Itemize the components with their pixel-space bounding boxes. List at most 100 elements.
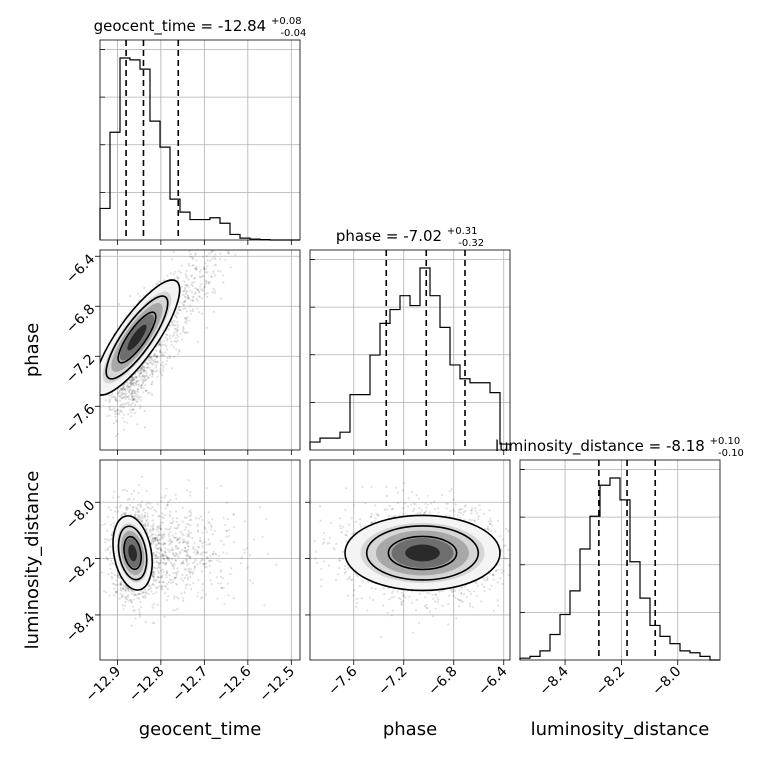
sample-point (141, 501, 143, 503)
sample-point (165, 345, 167, 347)
sample-point (220, 582, 222, 584)
sample-point (182, 580, 184, 582)
sample-point (142, 596, 144, 598)
sample-point (160, 561, 162, 563)
sample-point (134, 404, 136, 406)
sample-point (212, 232, 214, 234)
sample-point (157, 361, 159, 363)
sample-point (129, 393, 131, 395)
sample-point (434, 508, 436, 510)
sample-point (142, 382, 144, 384)
sample-point (198, 311, 200, 313)
sample-point (144, 524, 146, 526)
sample-point (214, 274, 216, 276)
sample-point (356, 598, 358, 600)
sample-point (328, 542, 330, 544)
sample-point (132, 606, 134, 608)
sample-point (174, 609, 176, 611)
sample-point (114, 574, 116, 576)
sample-point (144, 384, 146, 386)
sample-point (359, 523, 361, 525)
sample-point (386, 495, 388, 497)
sample-point (166, 505, 168, 507)
sample-point (175, 545, 177, 547)
sample-point (199, 285, 201, 287)
sample-point (360, 525, 362, 527)
sample-point (416, 494, 418, 496)
sample-point (180, 592, 182, 594)
sample-point (122, 417, 124, 419)
sample-point (177, 278, 179, 280)
sample-point (177, 597, 179, 599)
sample-point (170, 344, 172, 346)
sample-point (217, 242, 219, 244)
sample-point (184, 287, 186, 289)
sample-point (185, 293, 187, 295)
sample-point (159, 351, 161, 353)
sample-point (118, 496, 120, 498)
sample-point (155, 591, 157, 593)
sample-point (192, 310, 194, 312)
sample-point (511, 520, 513, 522)
sample-point (356, 602, 358, 604)
sample-point (189, 250, 191, 252)
sample-point (188, 511, 190, 513)
sample-point (128, 590, 130, 592)
sample-point (244, 549, 246, 551)
sample-point (135, 511, 137, 513)
sample-point (347, 567, 349, 569)
sample-point (539, 550, 541, 552)
sample-point (125, 598, 127, 600)
sample-point (187, 298, 189, 300)
sample-point (198, 291, 200, 293)
sample-point (198, 546, 200, 548)
sample-point (161, 374, 163, 376)
sample-point (188, 320, 190, 322)
sample-point (136, 400, 138, 402)
sample-point (206, 259, 208, 261)
sample-point (392, 590, 394, 592)
histogram-geocent_time (100, 58, 300, 240)
sample-point (194, 277, 196, 279)
sample-point (124, 605, 126, 607)
sample-point (466, 596, 468, 598)
sample-point (131, 493, 133, 495)
sample-point (142, 378, 144, 380)
sample-point (415, 609, 417, 611)
sample-point (241, 556, 243, 558)
sample-point (251, 227, 253, 229)
sample-point (135, 506, 137, 508)
sample-point (523, 580, 525, 582)
sample-point (158, 585, 160, 587)
sample-point (182, 541, 184, 543)
sample-point (432, 598, 434, 600)
sample-point (185, 317, 187, 319)
sample-point (187, 545, 189, 547)
sample-point (220, 576, 222, 578)
sample-point (192, 258, 194, 260)
sample-point (408, 596, 410, 598)
sample-point (176, 521, 178, 523)
sample-point (122, 604, 124, 606)
sample-point (163, 279, 165, 281)
sample-point (134, 391, 136, 393)
sample-point (164, 494, 166, 496)
sample-point (112, 396, 114, 398)
sample-point (186, 543, 188, 545)
sample-point (303, 543, 305, 545)
sample-point (166, 360, 168, 362)
sample-point (189, 524, 191, 526)
sample-point (193, 281, 195, 283)
sample-point (184, 300, 186, 302)
sample-point (438, 511, 440, 513)
sample-point (133, 594, 135, 596)
sample-point (177, 326, 179, 328)
sample-point (186, 290, 188, 292)
sample-point (143, 375, 145, 377)
sample-cloud (81, 157, 280, 437)
sample-point (206, 544, 208, 546)
sample-point (195, 517, 197, 519)
sample-point (159, 368, 161, 370)
sample-point (180, 271, 182, 273)
sample-point (161, 585, 163, 587)
